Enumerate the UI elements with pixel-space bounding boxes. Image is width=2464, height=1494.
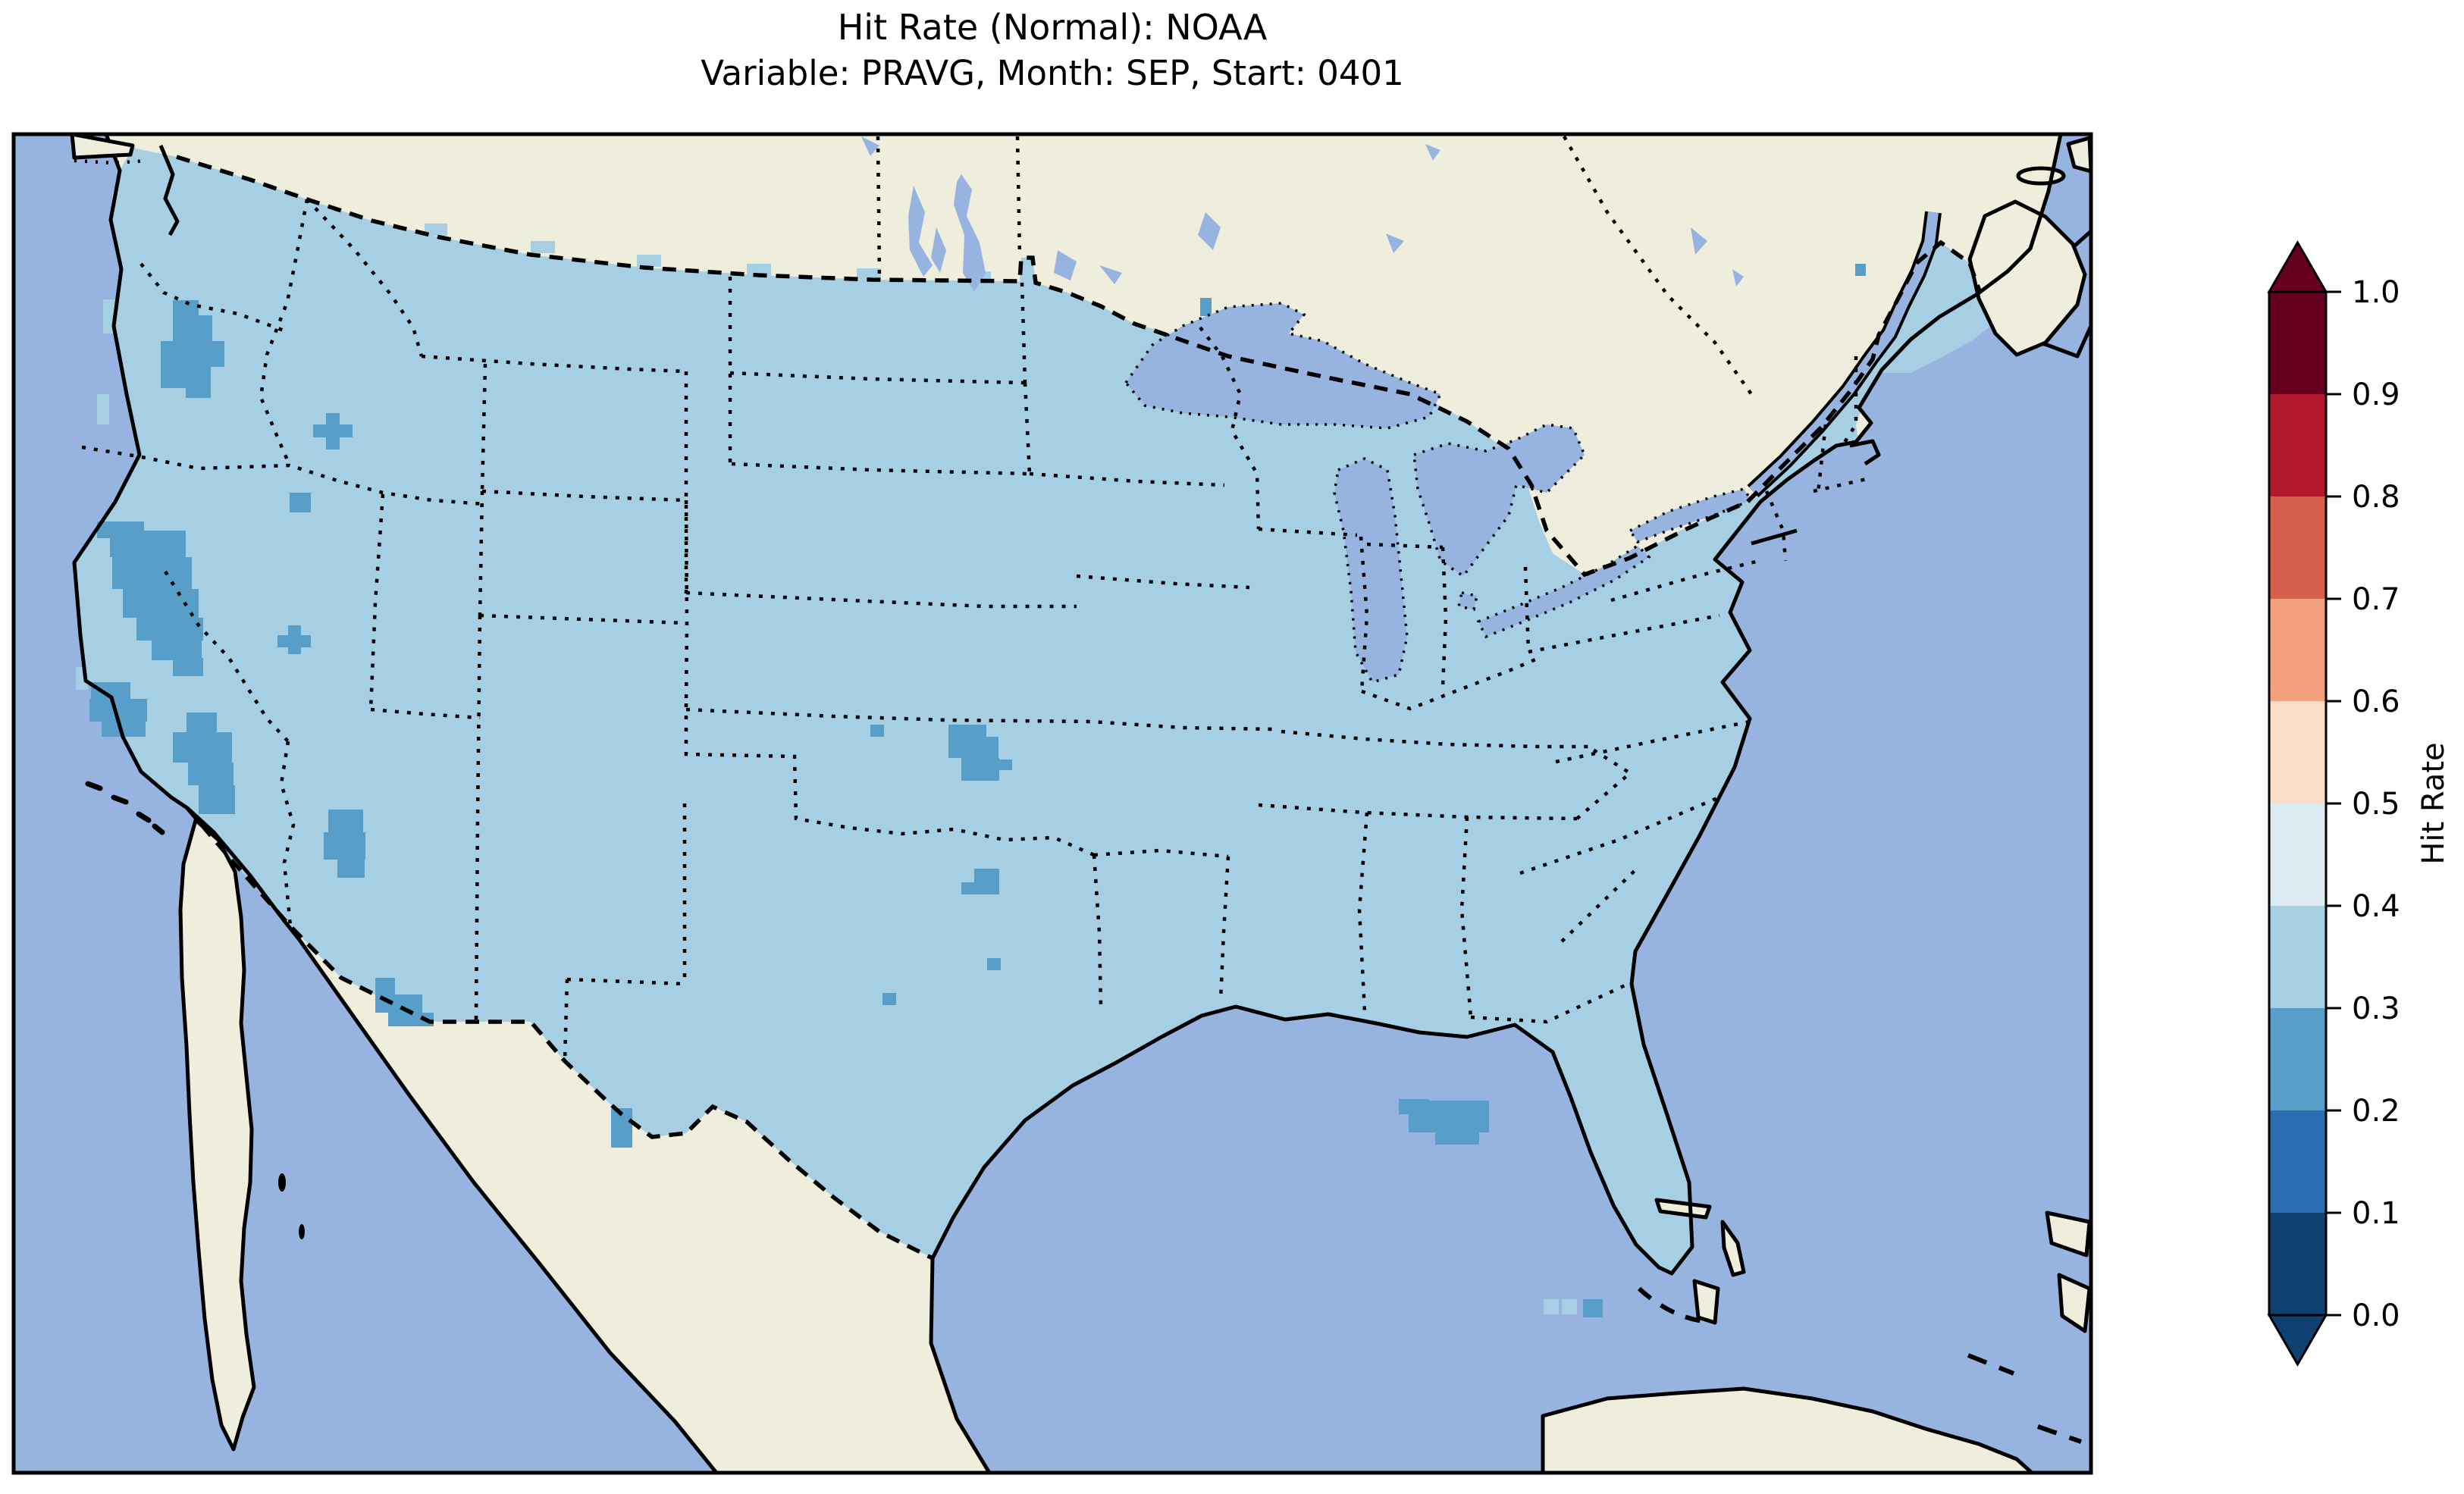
- antilles-coast-dashes: [1967, 1353, 2082, 1444]
- baja-california: [178, 818, 256, 1452]
- channel-islands: [85, 781, 165, 835]
- colorbar-bin-0.8-0.9: [2269, 394, 2326, 496]
- vancouver-island: [70, 134, 135, 160]
- colorbar-extend-min: [2267, 1314, 2328, 1367]
- lake-huron: [1412, 423, 1587, 578]
- colorbar-bin-0.3-0.4: [2269, 906, 2326, 1008]
- us-hit-rate-region: [74, 148, 1994, 1273]
- colorbar-bin-0.6-0.7: [2269, 599, 2326, 701]
- chart-title: Hit Rate (Normal): NOAA Variable: PRAVG,…: [701, 5, 1404, 96]
- great-lakes: [1124, 302, 1754, 684]
- map-frame: [11, 132, 2093, 1475]
- colorbar-bin-0.5-0.6: [2269, 701, 2326, 803]
- colorbar-tick-label: 0.0: [2352, 1298, 2400, 1333]
- colorbar-tick-label: 0.7: [2352, 582, 2400, 617]
- lake-ontario: [1628, 487, 1754, 544]
- us-mexico-border: [185, 807, 934, 1261]
- colorbar-bin-0.9-1.0: [2269, 292, 2326, 394]
- florida-keys: [1637, 1286, 1708, 1324]
- colorbar-axis-label: Hit Rate: [2416, 742, 2451, 864]
- colorbar-tick-label: 0.2: [2352, 1094, 2400, 1129]
- colorbar-bin-0.2-0.3: [2269, 1008, 2326, 1110]
- national-borders: [176, 155, 1983, 1261]
- lake-st-clair: [1456, 590, 1479, 612]
- colorbar-extend-max: [2267, 240, 2328, 293]
- low-hit-rate-patches: [89, 264, 1866, 1317]
- colorbar-bin-0.0-0.1: [2269, 1213, 2326, 1315]
- atlantic-gulf-coastline: [929, 134, 2063, 1473]
- cape-cod: [1849, 439, 1881, 466]
- lake-superior: [1124, 302, 1443, 430]
- state-borders: [81, 135, 1867, 1060]
- us-canada-border: [176, 155, 1983, 578]
- colorbar-tick-label: 0.4: [2352, 889, 2400, 924]
- chart-title-line2: Variable: PRAVG, Month: SEP, Start: 0401: [701, 52, 1404, 93]
- colorbar-bin-0.1-0.2: [2269, 1110, 2326, 1213]
- data-grid-edge-cells: [76, 191, 1577, 1314]
- lake-michigan: [1333, 457, 1409, 684]
- gulf-island-2: [299, 1224, 305, 1239]
- bahamas-islands: [1654, 1198, 2091, 1333]
- pacific-coastline: [72, 134, 718, 1473]
- colorbar-bin-0.7-0.8: [2269, 496, 2326, 599]
- colorbar-tick-label: 0.9: [2352, 377, 2400, 412]
- colorbar-tick-label: 0.8: [2352, 480, 2400, 515]
- colorbar-tick-label: 0.5: [2352, 787, 2400, 822]
- colorbar: 1.0 0.9 0.8 0.7 0.6 0.5 0.4 0.3 0.2 0.1 0.0 Hit Rat…: [2267, 240, 2451, 1367]
- gulf-island: [278, 1173, 286, 1192]
- chart-title-line1: Hit Rate (Normal): NOAA: [837, 7, 1268, 48]
- canadian-lakes: [861, 136, 1744, 292]
- cape-breton: [2066, 136, 2091, 174]
- colorbar-tick-label: 0.3: [2352, 991, 2400, 1026]
- colorbar-bin-0.4-0.5: [2269, 803, 2326, 906]
- long-island: [1751, 528, 1798, 546]
- prince-edward-island: [2016, 166, 2066, 186]
- colorbar-tick-label: 1.0: [2352, 275, 2400, 310]
- colorbar-tick-label: 0.1: [2352, 1196, 2400, 1231]
- cuba: [1541, 1386, 2034, 1473]
- puget-sound: [158, 145, 180, 236]
- colorbar-tick-label: 0.6: [2352, 684, 2400, 719]
